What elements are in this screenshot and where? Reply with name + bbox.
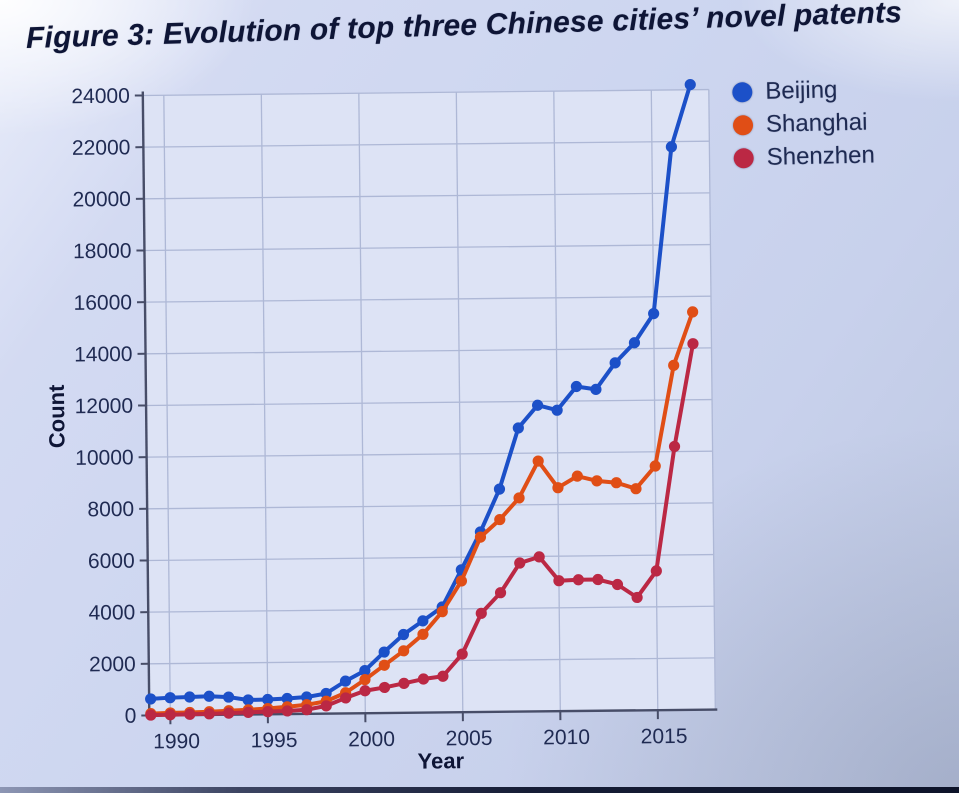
svg-text:14000: 14000 — [74, 343, 133, 367]
svg-text:22000: 22000 — [72, 136, 131, 160]
svg-text:4000: 4000 — [88, 601, 135, 624]
legend: Beijing Shanghai Shenzhen — [732, 73, 875, 175]
svg-text:20000: 20000 — [72, 188, 131, 212]
svg-text:2000: 2000 — [348, 728, 395, 751]
svg-text:18000: 18000 — [73, 240, 132, 264]
svg-text:2015: 2015 — [641, 725, 688, 748]
svg-text:2010: 2010 — [543, 726, 590, 749]
svg-text:0: 0 — [125, 705, 137, 728]
photo-screen-edge — [0, 787, 959, 793]
svg-text:24000: 24000 — [71, 85, 130, 109]
svg-text:6000: 6000 — [88, 550, 135, 573]
x-axis-title: Year — [417, 748, 464, 773]
svg-text:1990: 1990 — [153, 730, 200, 753]
svg-text:12000: 12000 — [75, 395, 134, 419]
legend-item-shanghai: Shanghai — [732, 106, 875, 142]
shenzhen-points — [145, 338, 699, 721]
legend-item-beijing: Beijing — [732, 73, 874, 109]
x-tick-labels: 1990 1995 2000 2005 2010 2015 — [153, 725, 687, 754]
gridlines — [142, 88, 716, 716]
shenzhen-legend-dot — [733, 147, 754, 168]
shanghai-legend-dot — [732, 114, 754, 135]
beijing-points — [145, 78, 696, 706]
y-tick-labels: 0 2000 4000 6000 8000 10000 12000 14000 16000 180… — [71, 85, 137, 728]
legend-label: Shanghai — [765, 108, 868, 138]
legend-label: Beijing — [765, 75, 838, 105]
legend-item-shenzhen: Shenzhen — [733, 139, 875, 175]
legend-label: Shenzhen — [766, 141, 876, 171]
svg-text:1995: 1995 — [251, 729, 298, 752]
svg-text:2000: 2000 — [89, 653, 136, 676]
svg-text:8000: 8000 — [87, 498, 134, 521]
beijing-legend-dot — [732, 81, 753, 102]
svg-text:10000: 10000 — [75, 446, 134, 470]
y-axis-title: Count — [44, 384, 70, 448]
svg-text:2005: 2005 — [446, 727, 493, 750]
svg-text:16000: 16000 — [73, 291, 132, 315]
